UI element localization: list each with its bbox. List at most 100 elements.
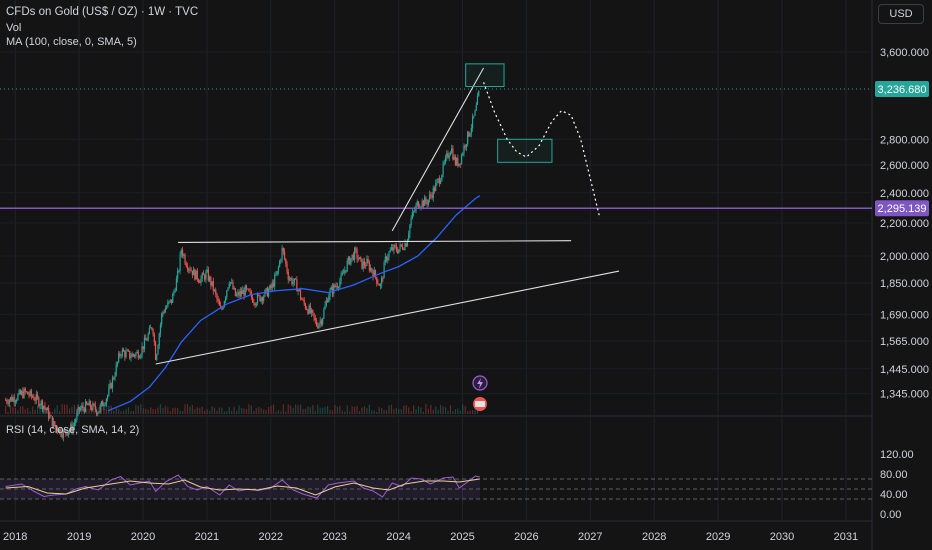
volume-bar	[270, 405, 272, 414]
volume-bar	[319, 407, 321, 414]
candle-body	[227, 287, 229, 291]
volume-bar	[432, 409, 434, 414]
candle-body	[7, 402, 9, 404]
candle-body	[408, 234, 410, 240]
candle-body	[204, 275, 206, 280]
target-box-top[interactable]	[465, 63, 505, 88]
candle-body	[154, 342, 157, 360]
projection-path[interactable]	[483, 82, 601, 219]
candle-body	[22, 391, 24, 398]
volume-bar	[346, 405, 348, 414]
candle-body	[282, 247, 284, 252]
time-tick-label: 2022	[259, 531, 283, 543]
candle-body	[165, 306, 168, 309]
time-tick-label: 2029	[706, 531, 730, 543]
candle-body	[136, 351, 138, 354]
price-tick-label: 2,400.000	[880, 188, 929, 200]
volume-bar	[228, 407, 230, 414]
candle-body	[474, 110, 476, 116]
currency-button[interactable]: USD	[878, 4, 924, 24]
candle-body	[286, 263, 288, 272]
volume-bar	[344, 411, 346, 414]
volume-bar	[309, 407, 311, 414]
volume-bar	[154, 409, 157, 414]
candle-body	[368, 262, 370, 271]
candle-body	[301, 298, 303, 300]
candle-body	[71, 424, 73, 432]
candle-body	[18, 390, 20, 395]
volume-bar	[184, 404, 186, 414]
candle-body	[276, 271, 278, 275]
volume-bar	[358, 411, 361, 414]
candle-body	[463, 145, 465, 154]
volume-bar	[267, 406, 270, 414]
volume-bar	[317, 404, 319, 414]
candle-body	[122, 349, 125, 352]
volume-bar	[290, 405, 292, 414]
candle-body	[366, 259, 368, 266]
volume-bar	[412, 405, 415, 414]
candle-body	[379, 284, 382, 286]
candle-body	[179, 254, 181, 271]
candle-body	[210, 276, 212, 286]
symbol-legend[interactable]: CFDs on Gold (US$ / OZ) · 1W · TVC	[6, 6, 199, 18]
volume-bar	[130, 410, 132, 414]
target-box-middle[interactable]	[497, 138, 553, 163]
candle-body	[414, 210, 416, 212]
candle-body	[405, 243, 407, 247]
candle-body	[35, 394, 37, 401]
candle-body	[33, 397, 35, 401]
candle-body	[52, 421, 55, 427]
candle-body	[32, 395, 34, 398]
volume-bar	[41, 409, 44, 414]
candle-body	[398, 249, 400, 253]
volume-bar	[46, 408, 48, 414]
support-trendline[interactable]	[155, 270, 620, 365]
volume-bar	[464, 405, 466, 414]
candle-body	[151, 327, 153, 330]
volume-bar	[245, 408, 248, 414]
volume-bar	[196, 407, 198, 414]
candle-body	[459, 163, 461, 165]
lightning-icon-glyph	[477, 378, 483, 389]
price-tick-label: 3,600.000	[880, 47, 929, 59]
candle-body	[372, 271, 374, 278]
candle-body	[298, 289, 300, 291]
volume-bar	[240, 408, 243, 414]
price-tick-label: 2,200.000	[880, 218, 929, 230]
candle-body	[177, 270, 179, 279]
rsi-legend[interactable]: RSI (14, close, SMA, 14, 2)	[6, 424, 140, 436]
resistance-trendline[interactable]	[178, 240, 572, 243]
volume-bar	[462, 404, 464, 414]
candle-body	[303, 299, 305, 304]
candle-body	[178, 270, 180, 272]
candle-body	[267, 289, 270, 297]
candle-body	[351, 254, 353, 259]
candle-body	[260, 297, 262, 302]
ma-legend[interactable]: MA (100, close, 0, SMA, 5)	[6, 36, 137, 48]
volume-legend[interactable]: Vol	[6, 22, 22, 34]
rsi-tick-label: 120.00	[880, 449, 914, 461]
candle-body	[93, 403, 95, 406]
candle-body	[5, 400, 7, 401]
candle-body	[285, 258, 287, 264]
candle-body	[206, 269, 208, 272]
level-price-tag: 2,295.139	[878, 203, 927, 215]
candle-body	[340, 274, 342, 281]
candle-body	[315, 320, 318, 326]
candle-body	[228, 283, 230, 288]
time-tick-label: 2030	[770, 531, 794, 543]
candle-body	[8, 400, 10, 404]
candle-body	[36, 394, 39, 398]
candle-body	[367, 259, 369, 263]
candle-body	[446, 153, 448, 157]
candle-body	[287, 271, 289, 280]
volume-bar	[417, 406, 420, 414]
channel-trendline[interactable]	[391, 67, 485, 232]
volume-bar	[272, 404, 275, 414]
candle-body	[259, 295, 261, 302]
candle-body	[130, 357, 132, 359]
candle-body	[422, 200, 425, 206]
candle-body	[388, 252, 390, 258]
